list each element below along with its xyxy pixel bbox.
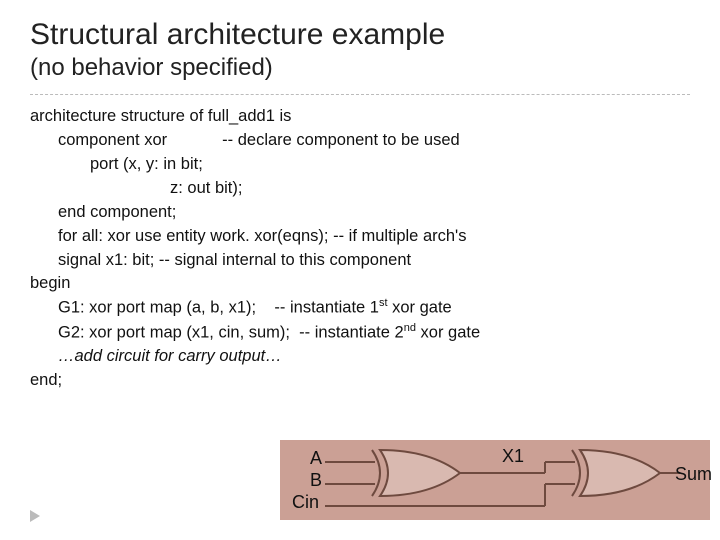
code-line: z: out bit);	[30, 177, 690, 201]
code-line: G1: xor port map (a, b, x1); -- instanti…	[30, 296, 690, 320]
label-sum: Sum	[675, 464, 712, 485]
code-line: begin	[30, 272, 690, 296]
label-a: A	[310, 448, 322, 469]
code-line: port (x, y: in bit;	[30, 153, 690, 177]
code-block: architecture structure of full_add1 is c…	[0, 105, 720, 393]
code-line: signal x1: bit; -- signal internal to th…	[30, 249, 690, 273]
code-line: for all: xor use entity work. xor(eqns);…	[30, 225, 690, 249]
label-x1: X1	[502, 446, 524, 467]
page-title: Structural architecture example	[30, 18, 690, 52]
circuit-svg	[280, 440, 710, 520]
title-divider	[30, 94, 690, 95]
label-cin: Cin	[292, 492, 319, 513]
label-b: B	[310, 470, 322, 491]
code-line: component xor -- declare component to be…	[30, 129, 690, 153]
code-line: …add circuit for carry output…	[30, 345, 690, 369]
page-subtitle: (no behavior specified)	[30, 54, 690, 82]
xor-circuit-diagram: A B Cin X1 Sum	[280, 440, 710, 520]
code-line: end;	[30, 369, 690, 393]
code-line: architecture structure of full_add1 is	[30, 105, 690, 129]
code-line: end component;	[30, 201, 690, 225]
code-line: G2: xor port map (x1, cin, sum); -- inst…	[30, 321, 690, 345]
slide-bullet-icon	[30, 510, 40, 522]
